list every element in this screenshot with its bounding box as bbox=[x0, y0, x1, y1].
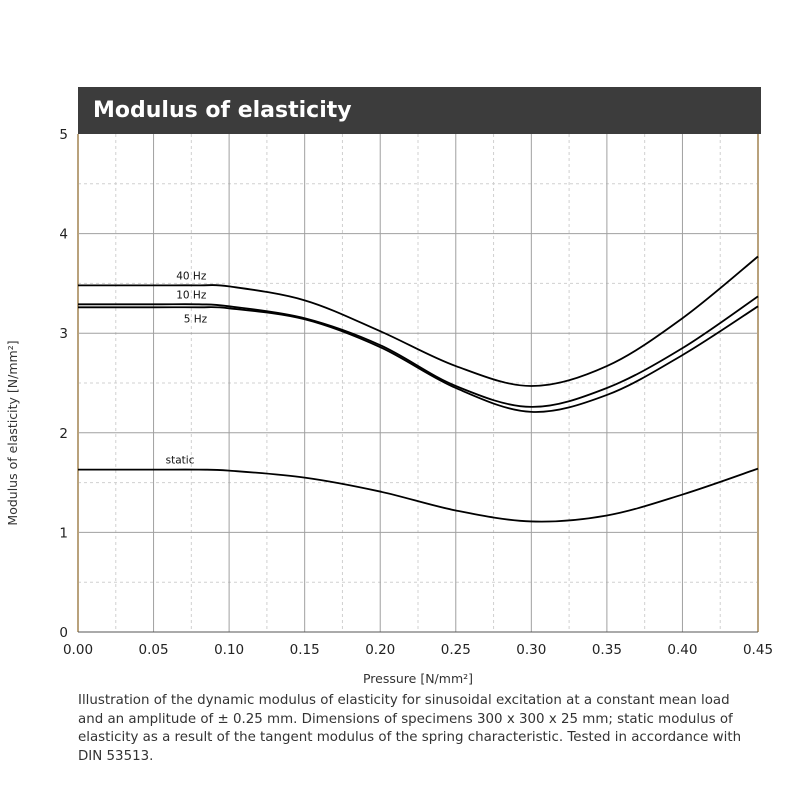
x-tick-label: 0.35 bbox=[592, 642, 622, 658]
x-tick-label: 0.40 bbox=[667, 642, 697, 658]
x-tick-label: 0.05 bbox=[139, 642, 169, 658]
x-tick-label: 0.10 bbox=[214, 642, 244, 658]
x-tick-label: 0.45 bbox=[743, 642, 773, 658]
y-tick-label: 5 bbox=[59, 127, 68, 143]
series-line-40hz bbox=[78, 255, 759, 387]
series-label: static bbox=[166, 455, 195, 467]
x-tick-label: 0.30 bbox=[516, 642, 546, 658]
series-line-static bbox=[77, 467, 759, 523]
series-label: 40 Hz bbox=[176, 270, 207, 282]
y-tick-label: 4 bbox=[59, 227, 68, 243]
x-tick-label: 0.20 bbox=[365, 642, 395, 658]
x-tick-label: 0.25 bbox=[441, 642, 471, 658]
series-label: 10 Hz bbox=[176, 289, 207, 301]
chart-title: Modulus of elasticity bbox=[78, 87, 761, 134]
y-tick-label: 1 bbox=[59, 525, 68, 541]
y-tick-label: 0 bbox=[59, 625, 68, 641]
x-tick-label: 0.15 bbox=[290, 642, 320, 658]
x-axis-label: Pressure [N/mm²] bbox=[363, 671, 473, 686]
series-line-5hz bbox=[78, 305, 759, 413]
series-line-10hz bbox=[77, 295, 759, 408]
x-tick-label: 0.00 bbox=[63, 642, 93, 658]
y-axis-label: Modulus of elasticity [N/mm²] bbox=[5, 340, 20, 525]
y-tick-label: 3 bbox=[59, 326, 68, 342]
y-tick-label: 2 bbox=[59, 426, 68, 442]
series-label: 5 Hz bbox=[184, 313, 208, 325]
chart-caption: Illustration of the dynamic modulus of e… bbox=[78, 693, 742, 764]
